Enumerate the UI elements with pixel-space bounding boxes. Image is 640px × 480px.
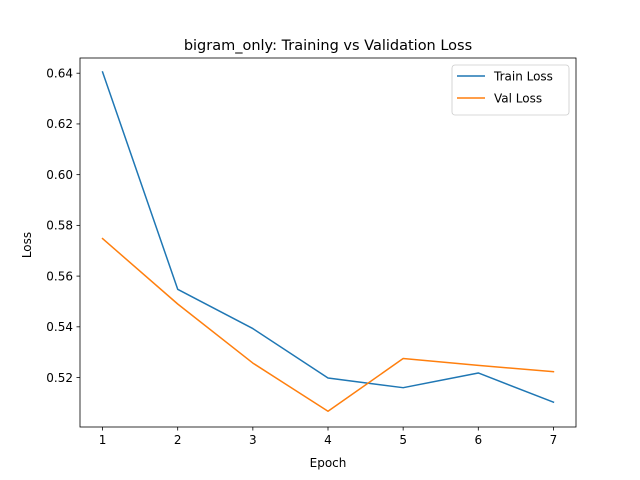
x-tick-label: 7	[550, 433, 558, 447]
legend-label-0: Train Loss	[493, 69, 553, 83]
x-tick-label: 1	[99, 433, 107, 447]
legend: Train Loss Val Loss	[451, 64, 570, 116]
chart-title: bigram_only: Training vs Validation Loss	[184, 38, 472, 54]
y-tick-label: 0.64	[46, 67, 73, 81]
legend-label-1: Val Loss	[494, 91, 542, 105]
axis-ticks: 1 2 3 4 5 6 7 0.52 0.54 0.56 0.58 0.60 0.62 0.64	[46, 67, 557, 447]
x-tick-label: 6	[474, 433, 482, 447]
y-axis-label: Loss	[20, 232, 34, 258]
y-tick-label: 0.52	[46, 371, 73, 385]
series-line-1	[101, 237, 555, 413]
y-tick-label: 0.54	[46, 320, 73, 334]
legend-box	[451, 64, 570, 116]
y-tick-label: 0.58	[46, 219, 73, 233]
y-tick-label: 0.62	[46, 117, 73, 131]
series-line-0	[101, 70, 555, 404]
x-tick-label: 3	[249, 433, 257, 447]
x-tick-label: 2	[174, 433, 182, 447]
y-tick-label: 0.60	[46, 168, 73, 182]
x-tick-label: 5	[399, 433, 407, 447]
y-tick-label: 0.56	[46, 269, 73, 283]
x-axis-label: Epoch	[310, 456, 347, 470]
x-tick-label: 4	[324, 433, 332, 447]
